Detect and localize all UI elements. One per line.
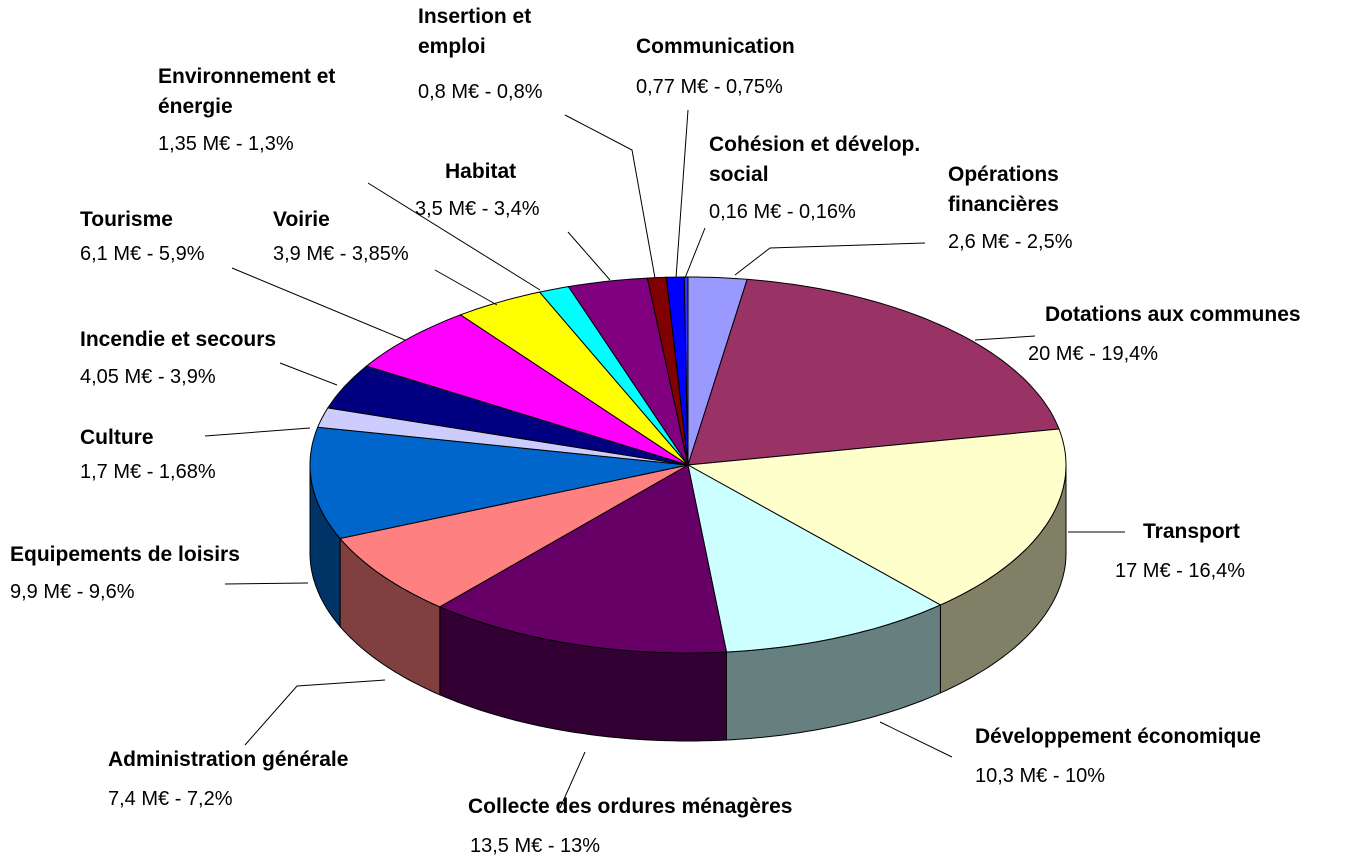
leader-line [367, 182, 541, 291]
pie-slice [326, 365, 689, 466]
pie-slice [686, 428, 1067, 606]
pie-slice [683, 276, 689, 466]
value-label: 3,9 M€ - 3,85% [273, 243, 409, 265]
value-label: 10,3 M€ - 10% [975, 765, 1106, 787]
slice-label: Culture [80, 426, 154, 449]
slice-label: Habitat [445, 160, 517, 183]
value-label: 1,35 M€ - 1,3% [158, 133, 294, 155]
slice-label: Dotations aux communes [1045, 303, 1301, 326]
value-label: 13,5 M€ - 13% [470, 835, 601, 856]
slice-label: Voirie [273, 208, 330, 231]
slice-label: Insertion et emploi [418, 5, 532, 58]
slice-label: Transport [1143, 520, 1240, 543]
slice-label: Opérations financières [948, 163, 1059, 216]
leader-line [564, 114, 656, 279]
pie-slice [567, 277, 689, 466]
slice-label: Collecte des ordures ménagères [468, 795, 793, 818]
pie-slice [339, 464, 689, 608]
leader-line [231, 267, 406, 341]
value-label: 9,9 M€ - 9,6% [10, 581, 135, 603]
pie-slice [438, 464, 728, 654]
slice-label: Equipements de loisirs [10, 543, 240, 566]
value-label: 2,6 M€ - 2,5% [948, 231, 1073, 253]
slice-label: Incendie et secours [80, 328, 277, 351]
value-label: 17 M€ - 16,4% [1115, 560, 1246, 582]
leader-line [675, 109, 689, 279]
leader-line [567, 231, 611, 281]
value-label: 20 M€ - 19,4% [1028, 343, 1159, 365]
leader-line [879, 721, 953, 758]
value-label: 0,77 M€ - 0,75% [636, 76, 783, 98]
pie-slice [459, 291, 689, 466]
value-label: 3,5 M€ - 3,4% [415, 198, 540, 220]
value-label: 1,7 M€ - 1,68% [80, 461, 216, 483]
leader-line [204, 427, 311, 437]
leader-line [279, 362, 338, 386]
value-label: 6,1 M€ - 5,9% [80, 243, 205, 265]
value-label: 0,16 M€ - 0,16% [709, 201, 856, 223]
slice-label: Développement économique [975, 725, 1261, 748]
leader-line [974, 335, 1036, 341]
slice-label: Cohésion et dévelop. social [709, 133, 921, 186]
slice-label: Communication [636, 35, 795, 58]
value-label: 0,8 M€ - 0,8% [418, 81, 543, 103]
pie-slice [309, 426, 689, 540]
leader-line [224, 582, 309, 585]
leader-line [734, 242, 926, 276]
value-label: 4,05 M€ - 3,9% [80, 366, 216, 388]
slice-label: Tourisme [80, 208, 173, 231]
value-label: 7,4 M€ - 7,2% [108, 788, 233, 810]
leader-line [434, 269, 498, 306]
slice-label: Environnement et énergie [158, 65, 336, 118]
leader-line [559, 751, 586, 809]
pie-slice [687, 464, 942, 653]
leader-line [244, 679, 386, 746]
pie-slice [365, 314, 689, 466]
slice-label: Administration générale [108, 748, 349, 771]
leader-line [684, 227, 706, 279]
pie-slice [687, 278, 1060, 466]
